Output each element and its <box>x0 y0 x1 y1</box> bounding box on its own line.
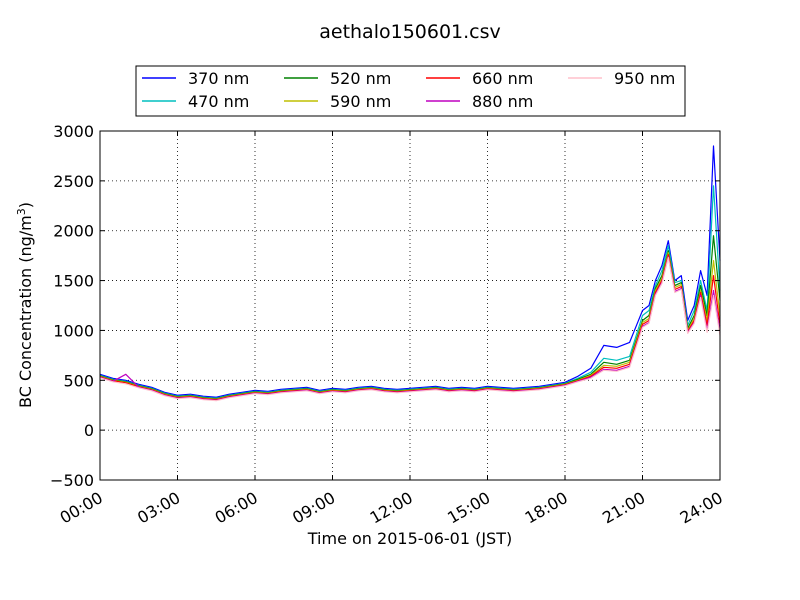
chart-title: aethalo150601.csv <box>319 21 501 43</box>
legend-label: 950 nm <box>614 69 675 88</box>
legend-item: 520 nm <box>284 69 391 88</box>
y-tick-label: 2500 <box>53 172 94 191</box>
ticks <box>99 130 721 481</box>
series-line <box>99 145 721 398</box>
x-axis-label: Time on 2015-06-01 (JST) <box>307 529 512 548</box>
series-layer <box>99 145 721 402</box>
legend-item: 590 nm <box>284 92 391 111</box>
y-tick-label: 1500 <box>53 272 94 291</box>
legend-item: 880 nm <box>426 92 533 111</box>
y-tick-label: 2000 <box>53 222 94 241</box>
y-tick-label: 500 <box>63 371 94 390</box>
legend-item: 370 nm <box>142 69 249 88</box>
y-axis-label-main: BC Concentration (ng/m <box>16 215 35 408</box>
legend-label: 370 nm <box>188 69 249 88</box>
legend-label: 520 nm <box>330 69 391 88</box>
legend-label: 590 nm <box>330 92 391 111</box>
grid <box>100 131 720 480</box>
y-tick-labels: −500 0 500 1000 1500 2000 2500 3000 <box>50 122 94 490</box>
legend-item: 660 nm <box>426 69 533 88</box>
y-tick-label: −500 <box>50 471 94 490</box>
legend-box <box>135 65 686 117</box>
y-tick-label: 0 <box>84 421 94 440</box>
y-axis-label: BC Concentration (ng/m3) <box>15 202 35 408</box>
legend-item: 950 nm <box>568 69 675 88</box>
legend-label: 660 nm <box>472 69 533 88</box>
legend: 370 nm 470 nm 520 nm 590 nm 660 nm 880 nm 950 … <box>135 65 686 117</box>
series-line <box>99 257 721 402</box>
legend-label: 470 nm <box>188 92 249 111</box>
y-axis-label-sup: 3 <box>15 208 28 215</box>
y-tick-label: 3000 <box>53 122 94 141</box>
legend-item: 470 nm <box>142 92 249 111</box>
y-axis-label-close: ) <box>16 202 35 208</box>
legend-label: 880 nm <box>472 92 533 111</box>
y-tick-label: 1000 <box>53 321 94 340</box>
